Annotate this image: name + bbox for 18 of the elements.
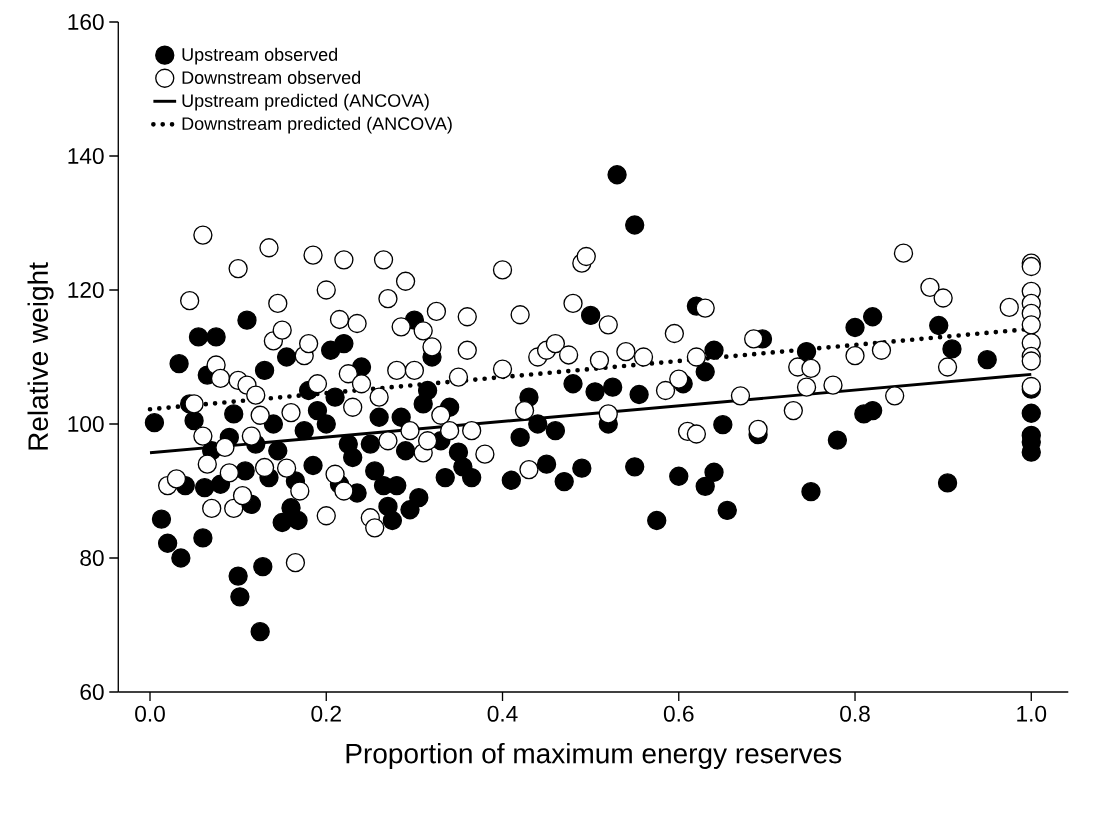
x-tick-label: 0.4	[487, 705, 518, 722]
legend-label: Downstream predicted (ANCOVA)	[182, 116, 452, 134]
x-tick-label: 1.0	[1017, 705, 1047, 722]
x-tick-label: 0.6	[663, 705, 694, 722]
legend-label: Downstream observed	[182, 70, 361, 84]
y-tick-label: 80	[80, 549, 104, 567]
legend-label: Upstream observed	[182, 47, 338, 65]
x-tick-label: 0.8	[840, 705, 870, 722]
y-tick-label: 140	[68, 147, 104, 165]
x-tick-label: 0.2	[311, 705, 341, 722]
legend-label: Upstream predicted (ANCOVA)	[182, 93, 429, 111]
y-tick-label: 160	[68, 13, 104, 31]
y-tick-label: 120	[68, 281, 104, 299]
y-tick-label: 100	[68, 415, 104, 433]
x-tick-label: 0.0	[135, 705, 165, 722]
y-tick-label: 60	[80, 683, 104, 701]
y-axis-title: Relative weight	[27, 262, 54, 450]
x-axis-title: Proportion of maximum energy reserves	[346, 742, 842, 769]
